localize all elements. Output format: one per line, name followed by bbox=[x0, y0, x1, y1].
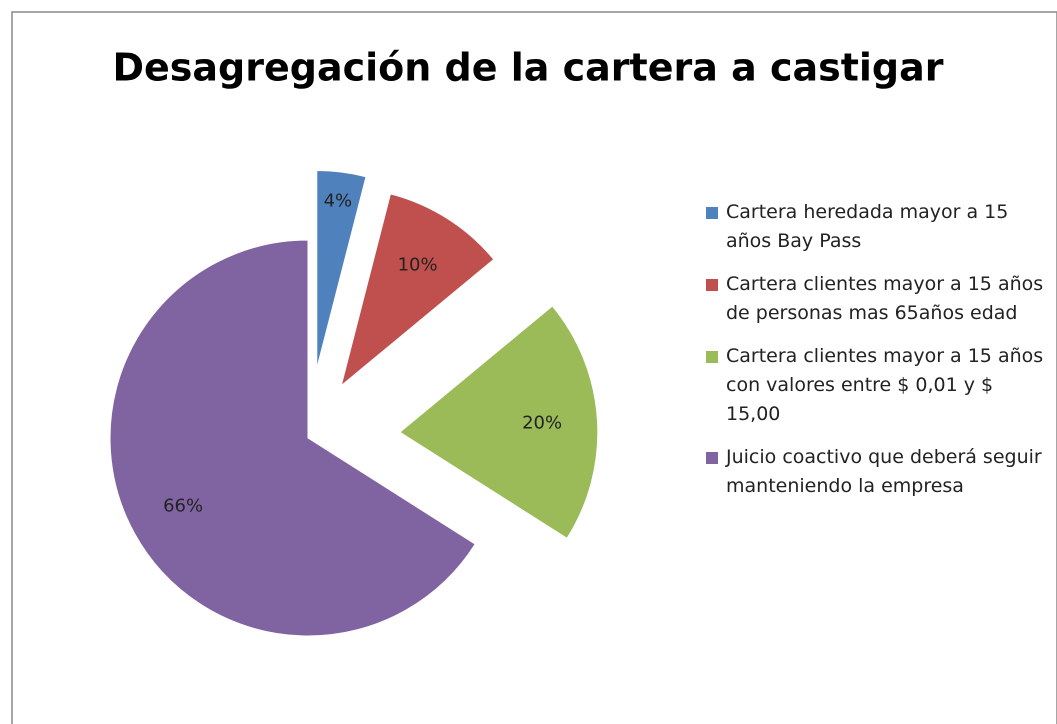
legend-swatch bbox=[706, 279, 718, 291]
legend-item: Cartera clientes mayor a 15 años con val… bbox=[706, 342, 1046, 429]
data-label: 20% bbox=[522, 412, 562, 433]
legend-swatch bbox=[706, 207, 718, 219]
data-label: 10% bbox=[398, 254, 438, 275]
data-label: 4% bbox=[324, 191, 353, 212]
pie-slice bbox=[316, 170, 367, 369]
legend-item: Juicio coactivo que deberá seguir manten… bbox=[706, 443, 1046, 501]
pie-slice bbox=[109, 239, 476, 637]
legend-item: Cartera clientes mayor a 15 años de pers… bbox=[706, 270, 1046, 328]
legend-label: Cartera heredada mayor a 15 años Bay Pas… bbox=[726, 201, 1009, 252]
data-label: 66% bbox=[163, 496, 203, 517]
chart-title: Desagregación de la cartera a castigar bbox=[112, 46, 943, 90]
legend: Cartera heredada mayor a 15 años Bay Pas… bbox=[706, 198, 1046, 515]
legend-label: Juicio coactivo que deberá seguir manten… bbox=[726, 446, 1042, 497]
legend-swatch bbox=[706, 452, 718, 464]
legend-label: Cartera clientes mayor a 15 años de pers… bbox=[726, 273, 1044, 324]
pie-slice bbox=[398, 305, 599, 540]
legend-item: Cartera heredada mayor a 15 años Bay Pas… bbox=[706, 198, 1046, 256]
legend-swatch bbox=[706, 351, 718, 363]
pie-slice bbox=[340, 193, 495, 388]
legend-label: Cartera clientes mayor a 15 años con val… bbox=[726, 345, 1044, 425]
